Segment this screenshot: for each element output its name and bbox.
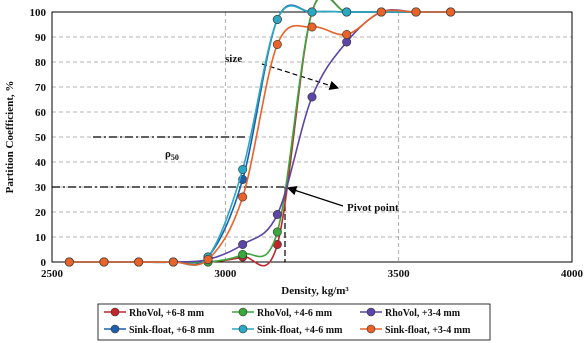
legend-item: Sink-float, +6-8 mm xyxy=(104,324,215,336)
grid xyxy=(52,12,572,262)
data-point xyxy=(307,22,317,32)
y-tick-labels: 0 10 20 30 40 50 60 70 80 90 100 xyxy=(30,7,47,269)
series-line xyxy=(69,9,451,263)
series-5 xyxy=(64,5,456,267)
x-tick-label: 3000 xyxy=(214,268,237,280)
legend-box xyxy=(97,303,491,341)
x-tick-label: 4000 xyxy=(561,268,584,280)
y-tick-label: 30 xyxy=(35,182,47,194)
data-point xyxy=(134,257,144,267)
size-label: size xyxy=(225,53,242,65)
y-tick-label: 50 xyxy=(35,132,47,144)
rho50-label: ρ50 xyxy=(165,148,179,162)
data-point xyxy=(99,257,109,267)
legend-marker xyxy=(366,307,376,317)
data-point xyxy=(203,255,213,265)
series-line xyxy=(69,0,451,267)
legend-label: Sink-float, +4-6 mm xyxy=(257,325,343,336)
legend-item: Sink-float, +3-4 mm xyxy=(360,324,471,336)
data-point xyxy=(307,7,317,17)
data-point xyxy=(238,250,248,260)
data-point xyxy=(168,257,178,267)
series-1 xyxy=(64,0,456,267)
legend: RhoVol, +6-8 mm RhoVol, +4-6 mm RhoVol, +3… xyxy=(97,303,491,341)
data-point xyxy=(342,29,352,39)
legend-item: RhoVol, +4-6 mm xyxy=(232,307,333,319)
series-line xyxy=(69,0,451,264)
data-point xyxy=(446,7,456,17)
data-point xyxy=(272,227,282,237)
y-tick-label: 40 xyxy=(35,157,47,169)
legend-label: Sink-float, +6-8 mm xyxy=(129,325,215,336)
data-point xyxy=(238,192,248,202)
series-6 xyxy=(64,7,456,267)
series-2 xyxy=(64,0,456,267)
series-4 xyxy=(64,4,456,267)
series-line xyxy=(69,9,451,266)
legend-marker xyxy=(110,307,120,317)
x-tick-label: 2500 xyxy=(41,268,64,280)
y-tick-label: 10 xyxy=(35,232,47,244)
y-tick-label: 20 xyxy=(35,207,47,219)
series-line xyxy=(69,4,451,266)
legend-item: RhoVol, +6-8 mm xyxy=(104,307,205,319)
y-tick-label: 0 xyxy=(41,257,47,269)
data-point xyxy=(376,7,386,17)
legend-marker xyxy=(238,324,248,334)
series-lines xyxy=(64,0,456,267)
y-tick-label: 60 xyxy=(35,107,47,119)
data-point xyxy=(272,210,282,220)
y-tick-label: 90 xyxy=(35,32,47,44)
y-tick-label: 100 xyxy=(30,7,47,19)
rho50-symbol: ρ xyxy=(165,148,171,160)
x-tick-labels: 2500 3000 3500 4000 xyxy=(41,268,584,280)
legend-marker xyxy=(238,307,248,317)
legend-marker xyxy=(366,324,376,334)
y-tick-label: 70 xyxy=(35,82,47,94)
legend-label: RhoVol, +3-4 mm xyxy=(385,308,461,319)
data-point xyxy=(307,92,317,102)
legend-label: RhoVol, +4-6 mm xyxy=(257,308,333,319)
series-line xyxy=(69,5,451,266)
rho50-subscript: 50 xyxy=(171,153,179,162)
pivot-arrow xyxy=(286,186,344,207)
data-point xyxy=(342,37,352,47)
y-axis-title: Partition Coefficient, % xyxy=(4,81,16,194)
x-axis-title: Density, kg/m³ xyxy=(281,285,349,297)
data-point xyxy=(411,7,421,17)
legend-item: Sink-float, +4-6 mm xyxy=(232,324,343,336)
data-point xyxy=(238,165,248,175)
x-tick-label: 3500 xyxy=(388,268,411,280)
y-tick-label: 80 xyxy=(35,57,47,69)
legend-label: Sink-float, +3-4 mm xyxy=(385,325,471,336)
data-point xyxy=(238,240,248,250)
legend-marker xyxy=(110,324,120,334)
data-point xyxy=(64,257,74,267)
size-arrow xyxy=(261,63,340,91)
pivot-point-label: Pivot point xyxy=(347,202,399,214)
data-point xyxy=(272,39,282,49)
data-point xyxy=(272,15,282,24)
data-point xyxy=(342,7,352,17)
legend-label: RhoVol, +6-8 mm xyxy=(129,308,205,319)
legend-item: RhoVol, +3-4 mm xyxy=(360,307,461,319)
